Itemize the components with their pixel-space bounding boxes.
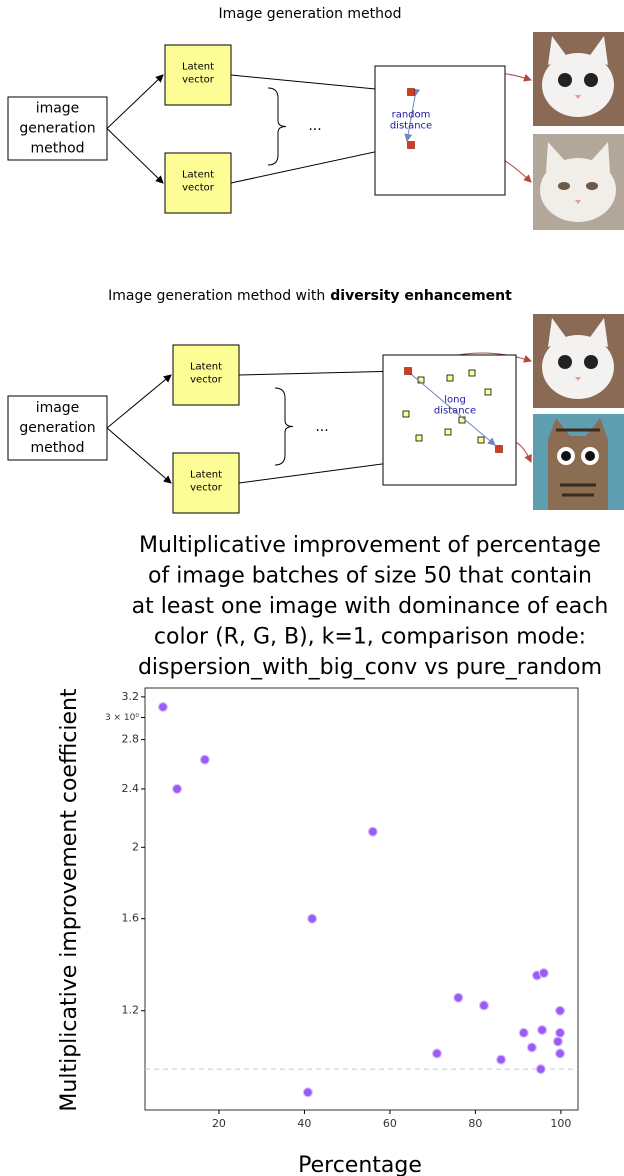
ellipsis: ... — [308, 118, 321, 134]
latent-point — [415, 434, 423, 442]
x-tick-label: 100 — [550, 1117, 571, 1130]
point — [536, 1024, 548, 1036]
latent-label: Latent — [190, 470, 222, 481]
latent-point — [446, 374, 454, 382]
y-tick-label: 1.2 — [122, 1004, 140, 1017]
input-label: method — [30, 440, 84, 456]
selected-point — [404, 367, 412, 375]
latent-label: Latent — [182, 170, 214, 181]
latent-label: vector — [190, 375, 223, 386]
latent-point — [477, 436, 485, 444]
point — [535, 1063, 546, 1075]
y-tick-label: 2.4 — [122, 782, 140, 795]
chart-title: of image batches of size 50 that contain — [148, 564, 592, 589]
input-label: image — [36, 400, 80, 416]
x-tick-label: 20 — [212, 1117, 226, 1130]
cat-image — [533, 314, 624, 408]
title-text: Image generation method — [219, 6, 402, 22]
latent-point — [402, 410, 410, 418]
latent-point — [458, 416, 466, 424]
latent-point — [484, 388, 492, 396]
point — [538, 967, 549, 979]
distance-label: distance — [390, 121, 432, 132]
point — [554, 1005, 566, 1016]
chart-title: dispersion_with_big_conv vs pure_random — [138, 655, 602, 680]
input-box — [7, 96, 108, 161]
input-label: method — [30, 141, 84, 157]
diagram-title: Image generation method — [219, 6, 402, 22]
distance-label: long — [444, 395, 466, 406]
point — [367, 826, 378, 837]
diagram-title: Image generation method with diversity en… — [108, 288, 512, 304]
point — [526, 1042, 537, 1053]
point — [157, 701, 169, 713]
latent-box — [172, 452, 240, 514]
x-tick-label: 60 — [383, 1117, 397, 1130]
point — [554, 1048, 566, 1059]
latent-label: Latent — [182, 62, 214, 73]
point — [554, 1027, 566, 1038]
brace — [274, 387, 294, 466]
input-label: generation — [19, 121, 95, 137]
y-tick-label: 2.8 — [122, 733, 140, 746]
chart-title: Multiplicative improvement of percentage — [139, 533, 601, 558]
point — [307, 913, 318, 924]
latent-box — [164, 152, 232, 214]
latent-space — [382, 354, 517, 486]
selected-point — [407, 141, 415, 149]
point — [302, 1087, 313, 1098]
point — [431, 1048, 443, 1059]
point — [495, 1054, 507, 1065]
input-label: generation — [19, 420, 95, 436]
y-tick-label: 2 — [132, 840, 139, 853]
y-axis-label: Multiplicative improvement coefficient — [57, 688, 82, 1111]
cat-image — [533, 134, 624, 230]
input-box — [7, 395, 108, 461]
arrow — [238, 367, 405, 376]
title-text: Image generation method with — [108, 288, 325, 304]
ellipsis: ... — [315, 419, 328, 435]
point — [171, 783, 183, 795]
brace — [267, 87, 287, 166]
y-tick-label: 3.2 — [122, 690, 140, 703]
distance-label: random — [392, 110, 431, 121]
selected-point — [495, 445, 503, 453]
cat-image — [533, 32, 624, 126]
latent-point — [468, 369, 476, 377]
latent-label: vector — [190, 483, 223, 494]
chart-title: at least one image with dominance of eac… — [132, 594, 609, 619]
arrow — [106, 427, 172, 484]
title-emphasis: diversity enhancement — [330, 288, 512, 304]
point — [199, 754, 210, 765]
distance-arrow — [404, 367, 496, 446]
selected-point — [407, 88, 415, 96]
x-tick-label: 40 — [297, 1117, 311, 1130]
latent-label: vector — [182, 183, 215, 194]
point — [453, 992, 464, 1003]
latent-box — [164, 44, 232, 106]
arrow — [106, 74, 164, 129]
input-label: image — [36, 101, 80, 117]
chart-title: color (R, G, B), k=1, comparison mode: — [154, 625, 586, 650]
latent-point — [444, 428, 452, 436]
arrow — [106, 374, 172, 429]
x-tick-label: 80 — [468, 1117, 482, 1130]
distance-label: distance — [434, 406, 476, 417]
point — [552, 1036, 564, 1047]
distance-arrow — [404, 88, 421, 142]
latent-space — [374, 65, 506, 196]
plot-area — [144, 687, 579, 1111]
arrow — [106, 128, 164, 184]
latent-label: Latent — [190, 362, 222, 373]
y-tick-label: 1.6 — [122, 912, 140, 925]
y-tick-label: 3 × 10⁰ — [105, 713, 139, 723]
x-axis-label: Percentage — [298, 1153, 422, 1176]
point — [518, 1027, 529, 1038]
latent-label: vector — [182, 75, 215, 86]
cat-image — [533, 414, 624, 510]
point — [478, 1000, 490, 1011]
